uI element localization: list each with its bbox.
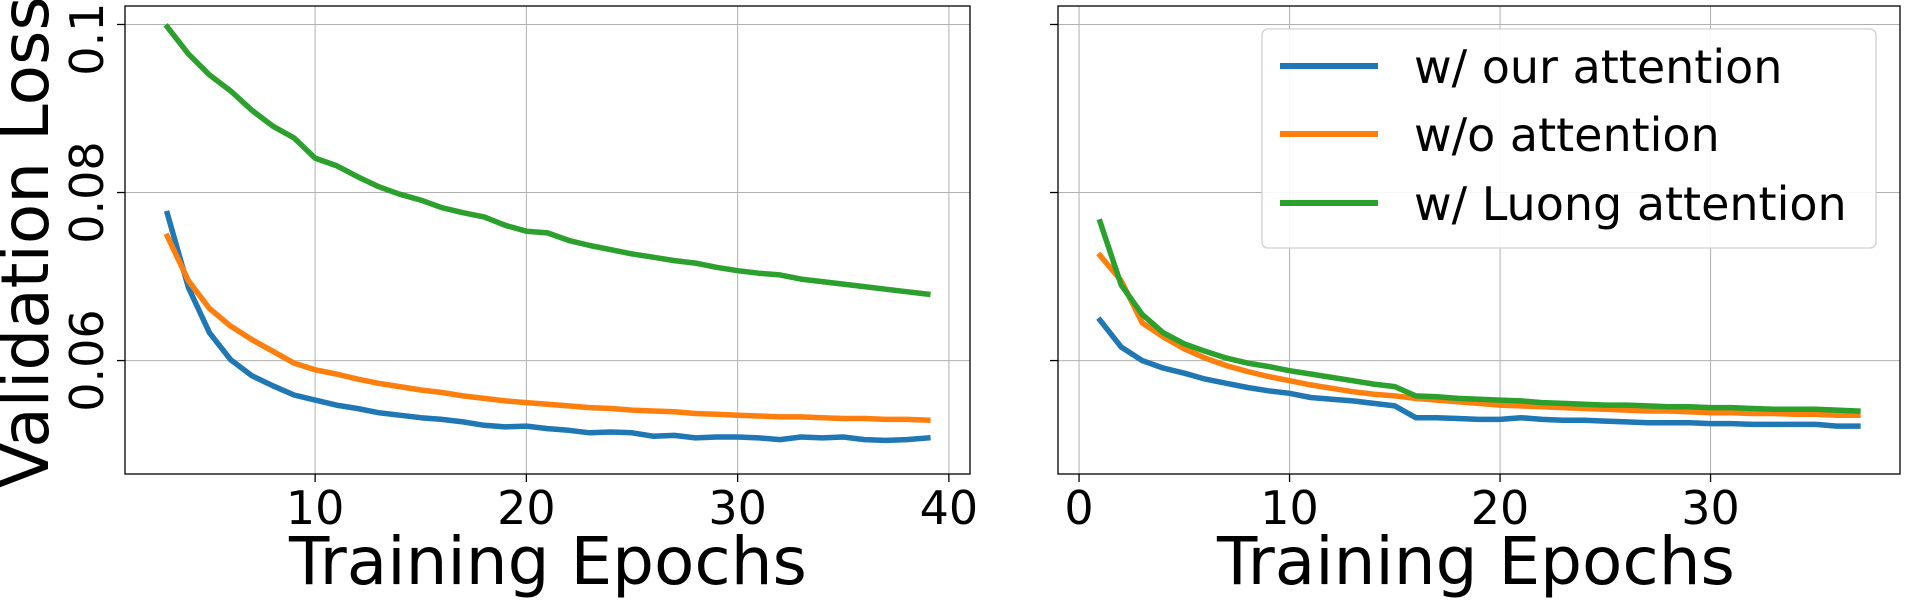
series-line-w-o-attention (163, 232, 931, 424)
x-tick-label: 20 (1471, 481, 1530, 535)
x-tick-label: 30 (1681, 481, 1740, 535)
series-line-w-our-attention (163, 210, 931, 444)
x-tick-label: 40 (920, 481, 979, 535)
y-tick-label: 0.08 (60, 141, 114, 243)
ticks-right: 0 10 20 30 (1050, 23, 1740, 535)
series-right (1096, 218, 1861, 429)
x-tick-label: 10 (286, 481, 345, 535)
chart-panel-right: 0 10 20 30 Training Epochs (1050, 5, 1901, 600)
y-tick-label: 0.06 (60, 309, 114, 411)
ticks-left: 10 20 30 40 0.06 0.08 0.10 (60, 0, 978, 535)
grid-left (125, 6, 970, 474)
y-tick-label: 0.10 (60, 0, 114, 76)
chart-panel-left: 10 20 30 40 0.06 0.08 0.10 Training Epochs Val… (0, 0, 978, 600)
series-left (163, 23, 931, 444)
series-line-w-luong-attention (1096, 218, 1861, 414)
x-tick-label: 30 (708, 481, 767, 535)
legend-label-our-attention: w/ our attention (1414, 40, 1782, 94)
x-tick-label: 0 (1064, 481, 1093, 535)
y-axis-title: Validation Loss (0, 0, 64, 488)
x-axis-title-right: Training Epochs (1216, 523, 1735, 600)
x-axis-title-left: Training Epochs (288, 523, 807, 600)
x-tick-label: 10 (1260, 481, 1319, 535)
axes-frame-left (124, 5, 971, 475)
legend-label-luong-attention: w/ Luong attention (1414, 177, 1847, 231)
legend: w/ our attention w/o attention w/ Luong … (1261, 28, 1877, 249)
axes-frame-right (1057, 5, 1901, 475)
series-line-w-our-attention (1096, 316, 1861, 429)
series-line-w-luong-attention (163, 23, 931, 298)
x-tick-label: 20 (497, 481, 556, 535)
legend-label-no-attention: w/o attention (1414, 108, 1720, 162)
legend-box (1261, 28, 1877, 249)
series-line-w-o-attention (1096, 251, 1861, 418)
